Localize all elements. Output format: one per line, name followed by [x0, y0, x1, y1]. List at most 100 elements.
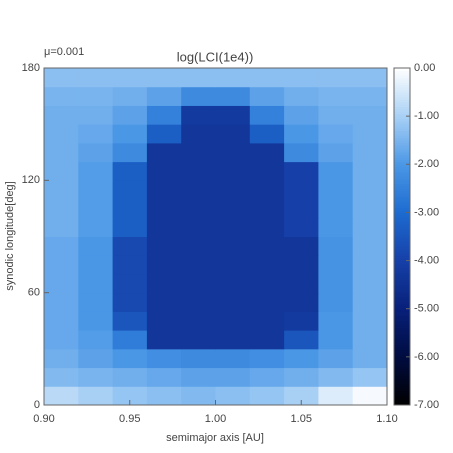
colorbar-step	[394, 246, 410, 250]
colorbar-step	[394, 84, 410, 88]
heat-cell	[112, 161, 148, 181]
colorbar-step	[394, 183, 410, 187]
heat-cell	[78, 124, 114, 144]
heat-cell	[318, 142, 354, 163]
heat-cell	[352, 311, 388, 331]
heat-cell	[318, 348, 354, 369]
colorbar-step	[394, 145, 410, 148]
colorbar-step	[394, 108, 410, 112]
colorbar-step	[394, 185, 410, 189]
heat-cell	[44, 124, 79, 144]
colorbar-step	[394, 111, 410, 115]
colorbar-step	[394, 284, 410, 288]
heat-cell	[146, 217, 182, 237]
colorbar-step	[394, 99, 410, 103]
heat-cell	[78, 311, 114, 331]
heat-cell	[284, 348, 319, 369]
heat-cell	[44, 142, 79, 163]
colorbar-step	[394, 72, 410, 76]
heat-cell	[318, 124, 354, 144]
colorbar-step	[394, 291, 410, 295]
colorbar-step	[394, 376, 410, 380]
heat-cell	[249, 199, 285, 219]
colorbar-step	[394, 308, 410, 312]
colorbar-step	[394, 294, 410, 298]
colorbar-step	[394, 188, 410, 192]
colorbar-step	[394, 82, 410, 86]
heat-cell	[215, 199, 251, 219]
heat-cell	[352, 217, 388, 237]
colorbar-step	[394, 157, 410, 160]
heat-cell	[181, 161, 216, 181]
colorbar-step	[394, 166, 410, 170]
x-tick-label: 0.95	[119, 413, 140, 425]
heat-cell	[249, 273, 285, 294]
colorbar-tick-label: -7.00	[414, 399, 439, 411]
heat-cell	[352, 273, 388, 294]
heat-cell	[318, 236, 354, 256]
heat-cell	[44, 86, 79, 106]
heat-cell	[78, 367, 114, 387]
heat-cell	[44, 180, 79, 200]
heat-cell	[352, 348, 388, 369]
y-tick-label: 0	[34, 399, 40, 411]
colorbar-step	[394, 236, 410, 240]
heat-cell	[249, 367, 285, 387]
heat-cell	[146, 236, 182, 256]
colorbar-step	[394, 335, 410, 339]
colorbar-step	[394, 364, 410, 367]
heat-cell	[78, 142, 114, 163]
heat-cell	[249, 68, 285, 88]
heat-cell	[44, 386, 79, 406]
heat-cell	[78, 180, 114, 200]
colorbar-step	[394, 212, 410, 216]
colorbar-step	[394, 137, 410, 141]
colorbar-step	[394, 142, 410, 146]
heat-cell	[215, 330, 251, 350]
heat-cell	[112, 86, 148, 106]
colorbar-step	[394, 344, 410, 348]
heat-cell	[44, 330, 79, 350]
heat-cell	[181, 330, 216, 350]
heat-cell	[215, 124, 251, 144]
colorbar-step	[394, 356, 410, 360]
heat-cell	[112, 180, 148, 200]
heat-cell	[146, 86, 182, 106]
colorbar-step	[394, 395, 410, 399]
colorbar-step	[394, 120, 410, 124]
heat-cell	[249, 124, 285, 144]
heat-cell	[112, 124, 148, 144]
heat-cell	[181, 292, 216, 312]
heat-cell	[44, 217, 79, 237]
heat-cell	[215, 386, 251, 406]
heat-cell	[318, 199, 354, 219]
heat-cell	[318, 292, 354, 312]
colorbar-step	[394, 89, 410, 93]
heat-cell	[352, 161, 388, 181]
colorbar-step	[394, 197, 410, 201]
heat-cell	[44, 311, 79, 331]
colorbar-step	[394, 70, 410, 74]
colorbar-step	[394, 241, 410, 245]
colorbar-step	[394, 181, 410, 185]
colorbar-frame	[393, 67, 411, 406]
heat-cell	[44, 68, 79, 88]
colorbar-step	[394, 123, 410, 127]
colorbar-tick-label: -6.00	[414, 351, 439, 363]
heat-cell	[284, 236, 319, 256]
heat-cell	[352, 124, 388, 144]
heat-cell	[284, 142, 319, 163]
heat-cell	[112, 199, 148, 219]
heat-cell	[284, 330, 319, 350]
heat-cell	[284, 273, 319, 294]
colorbar-step	[394, 149, 410, 153]
heat-cell	[284, 386, 319, 406]
colorbar-step	[394, 380, 410, 384]
heat-cell	[146, 367, 182, 387]
heat-cell	[318, 180, 354, 200]
heat-cell	[78, 255, 114, 275]
heat-cell	[181, 142, 216, 163]
heat-cell	[112, 217, 148, 237]
colorbar-step	[394, 340, 410, 343]
colorbar-step	[394, 327, 410, 331]
